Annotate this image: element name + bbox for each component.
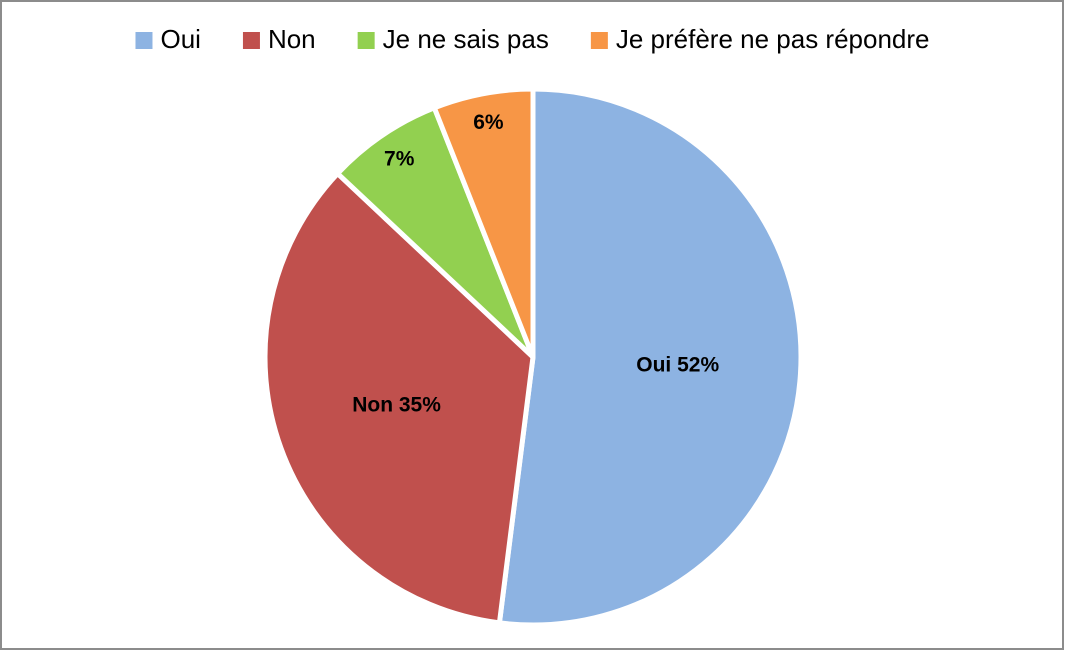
legend-swatch — [357, 32, 375, 49]
legend-swatch — [590, 32, 608, 49]
legend-text: Non — [268, 24, 316, 54]
legend-text: Je ne sais pas — [383, 24, 549, 54]
pie-slice — [431, 86, 536, 360]
legend-swatch — [135, 32, 153, 49]
value-label: Non 35% — [352, 394, 441, 417]
value-label: Oui 52% — [636, 354, 719, 377]
pie-slice — [262, 171, 536, 626]
legend-swatch — [242, 32, 260, 49]
pie-slice — [496, 86, 804, 628]
legend-text: Oui — [160, 24, 200, 54]
value-label: 7% — [384, 148, 415, 171]
legend-text: Je préfère ne pas répondre — [616, 24, 930, 54]
value-label: 6% — [473, 111, 504, 134]
